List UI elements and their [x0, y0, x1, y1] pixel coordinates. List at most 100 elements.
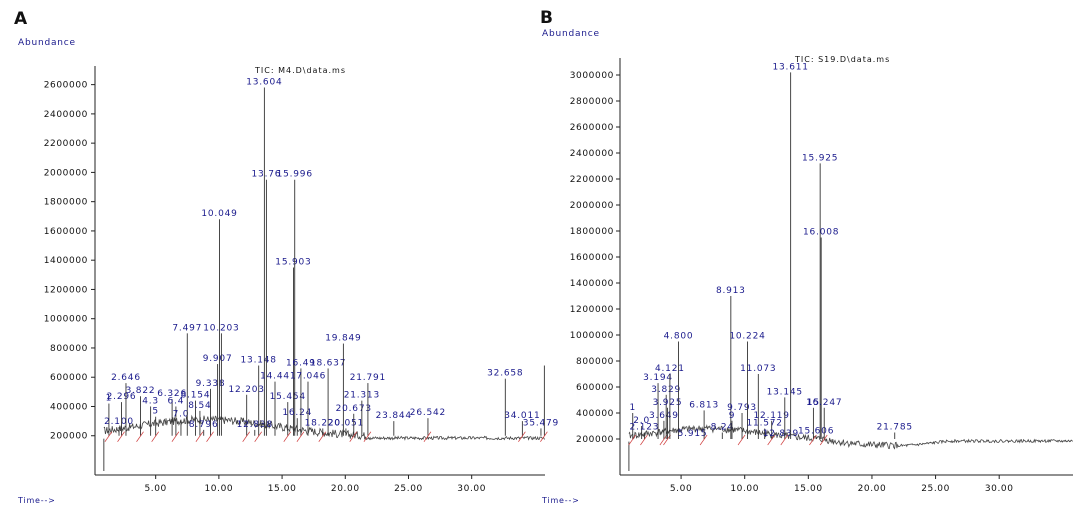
y-tick-label: 200000 [50, 432, 88, 442]
integration-mark [296, 431, 305, 442]
peak-label: 1 [629, 403, 636, 413]
peak-label: 5.915 [678, 429, 708, 439]
x-tick-label: 25.00 [394, 484, 423, 494]
peak-label: 21.791 [350, 373, 386, 383]
x-tick-label: 20.00 [858, 484, 887, 494]
peak-label: 8.154 [181, 391, 211, 401]
peak-label: 15.996 [277, 170, 313, 180]
x-tick-label: 10.00 [730, 484, 759, 494]
peak-label: 9.793 [727, 403, 757, 413]
integration-mark [195, 431, 204, 442]
peak-label: 10.049 [201, 209, 237, 219]
peak-label: 26.542 [410, 408, 446, 418]
panel-label: A [14, 9, 28, 29]
peak-label: 8.24 [711, 423, 734, 433]
peak-label: 2.100 [104, 417, 134, 427]
y-tick-label: 1400000 [44, 256, 88, 266]
y-tick-label: 600000 [576, 383, 614, 393]
peak-label: 21.785 [877, 423, 913, 433]
peak-label: 16.49 [286, 358, 316, 368]
peak-label: 2.646 [111, 373, 141, 383]
peak-label: 9.907 [203, 354, 233, 364]
peak-label: 13.148 [241, 356, 277, 366]
peak-label: 21.313 [344, 391, 380, 401]
integration-mark [363, 431, 372, 442]
y-tick-label: 1000000 [44, 315, 88, 325]
y-tick-label: 2600000 [44, 81, 88, 91]
y-tick-label: 2000000 [570, 201, 614, 211]
peak-label: 23.844 [376, 411, 412, 421]
integration-mark [423, 431, 432, 442]
y-tick-label: 200000 [576, 435, 614, 445]
peak-label: 2.296 [107, 392, 137, 402]
integration-mark [318, 431, 327, 442]
x-tick-label: 5.00 [670, 484, 692, 494]
peak-label: 4.3 [142, 396, 159, 406]
x-tick-label: 15.00 [268, 484, 297, 494]
integration-mark [171, 431, 180, 442]
peak-label: 3.649 [649, 411, 679, 421]
peak-label: 6.326 [157, 389, 187, 399]
peak-label: 13.611 [772, 62, 808, 72]
peak-label: 3.829 [651, 385, 681, 395]
y-tick-label: 2800000 [570, 97, 614, 107]
y-tick-label: 1200000 [570, 305, 614, 315]
peak-label: 3.194 [643, 373, 673, 383]
y-tick-label: 1600000 [44, 227, 88, 237]
integration-mark [242, 431, 250, 442]
peak-label: 2.123 [630, 423, 660, 433]
peak-label: 15 [807, 398, 820, 408]
peak-label: 3.925 [653, 398, 683, 408]
chart-panel-a: A Abundance Time--> TIC: M4.D\data.ms 200000… [14, 9, 558, 505]
x-tick-label: 30.00 [457, 484, 486, 494]
peak-label: 12.838 [237, 420, 273, 430]
peak-label: 10.224 [729, 332, 765, 342]
tic-trace [628, 424, 1073, 450]
peak-label: 9.338 [196, 379, 226, 389]
integration-mark [767, 434, 775, 446]
integration-mark [151, 431, 159, 442]
integration-mark [780, 434, 789, 446]
peak-label: 20.673 [336, 404, 372, 414]
y-tick-label: 2200000 [570, 175, 614, 185]
integration-mark [117, 431, 125, 442]
peak-label: 8.796 [189, 420, 219, 430]
y-tick-label: 1800000 [570, 227, 614, 237]
y-axis-label: Abundance [18, 38, 76, 48]
peak-label: 16.24 [282, 408, 312, 418]
panel-label: B [540, 8, 553, 28]
integration-mark [659, 434, 668, 446]
x-tick-label: 30.00 [985, 484, 1014, 494]
y-tick-label: 2000000 [44, 168, 88, 178]
integration-mark [699, 434, 708, 446]
peak-label: 10.203 [203, 323, 239, 333]
y-tick-label: 2400000 [44, 110, 88, 120]
y-tick-label: 1400000 [570, 279, 614, 289]
integration-mark [819, 434, 828, 446]
y-tick-label: 1600000 [570, 253, 614, 263]
x-tick-label: 15.00 [794, 484, 823, 494]
peak-label: 12.203 [229, 385, 265, 395]
peak-label: 18.220 [305, 418, 341, 428]
integration-mark [540, 431, 548, 442]
integration-mark [663, 434, 671, 446]
x-tick-label: 5.00 [144, 484, 166, 494]
peak-label: 13.145 [767, 387, 803, 397]
peak-label: 16.008 [803, 228, 839, 238]
integration-mark [254, 431, 262, 442]
peak-label: 4.800 [664, 332, 694, 342]
peak-label: 18.637 [310, 358, 346, 368]
peak-label: 15.903 [275, 258, 311, 268]
peak-label: 15.606 [798, 426, 834, 436]
peak-label: 2.0 [633, 416, 650, 426]
peak-label: 8.54 [188, 401, 211, 411]
x-tick-label: 25.00 [921, 484, 950, 494]
peak-label: 6.4 [168, 396, 185, 406]
y-tick-label: 400000 [576, 409, 614, 419]
peak-label: 4.121 [655, 364, 685, 374]
y-tick-label: 2400000 [570, 149, 614, 159]
peak-label: 12.119 [754, 411, 790, 421]
integration-mark [349, 431, 358, 442]
